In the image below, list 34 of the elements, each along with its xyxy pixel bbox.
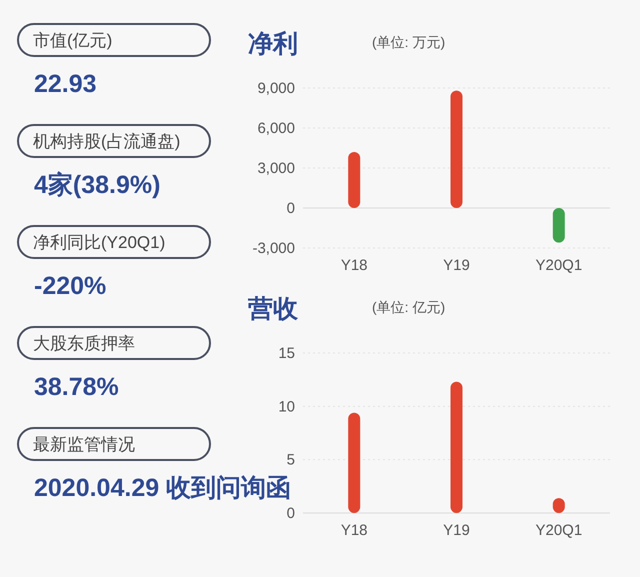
text: 净利同比(Y20Q1) [33, 233, 166, 252]
bar [348, 152, 360, 208]
chart-title: 净利 [248, 30, 298, 58]
y-tick-label: 9,000 [257, 80, 295, 97]
x-tick-label: Y20Q1 [535, 522, 582, 539]
chart-subtitle: (单位: 万元) [372, 34, 446, 50]
text: -220% [34, 272, 106, 300]
text: 大股东质押率 [33, 334, 135, 353]
bar [450, 382, 462, 513]
bar [450, 90, 462, 208]
bar [552, 208, 565, 243]
chart-subtitle: (单位: 亿元) [372, 299, 446, 315]
text: 2020.04.29 收到问询函 [34, 474, 292, 502]
y-tick-label: 5 [286, 452, 295, 469]
y-tick-label: 0 [286, 200, 295, 217]
text: 机构持股(占流通盘) [33, 132, 180, 151]
text: 22.93 [34, 70, 97, 98]
y-tick-label: -3,000 [252, 240, 295, 257]
y-tick-label: 0 [286, 505, 295, 522]
y-tick-label: 3,000 [257, 160, 295, 177]
y-tick-label: 15 [278, 345, 295, 362]
chart-title: 营收 [247, 295, 299, 323]
x-tick-label: Y20Q1 [535, 257, 582, 274]
x-tick-label: Y18 [340, 257, 368, 274]
bar [348, 412, 360, 513]
text: 市值(亿元) [33, 31, 112, 50]
x-tick-label: Y19 [443, 522, 470, 539]
y-tick-label: 10 [278, 398, 295, 416]
y-tick-label: 6,000 [257, 120, 295, 137]
x-tick-label: Y18 [340, 522, 368, 539]
text: 4家(38.9%) [34, 171, 160, 199]
x-tick-label: Y19 [443, 257, 470, 274]
text: 最新监管情况 [33, 435, 135, 454]
text: 38.78% [34, 373, 119, 401]
